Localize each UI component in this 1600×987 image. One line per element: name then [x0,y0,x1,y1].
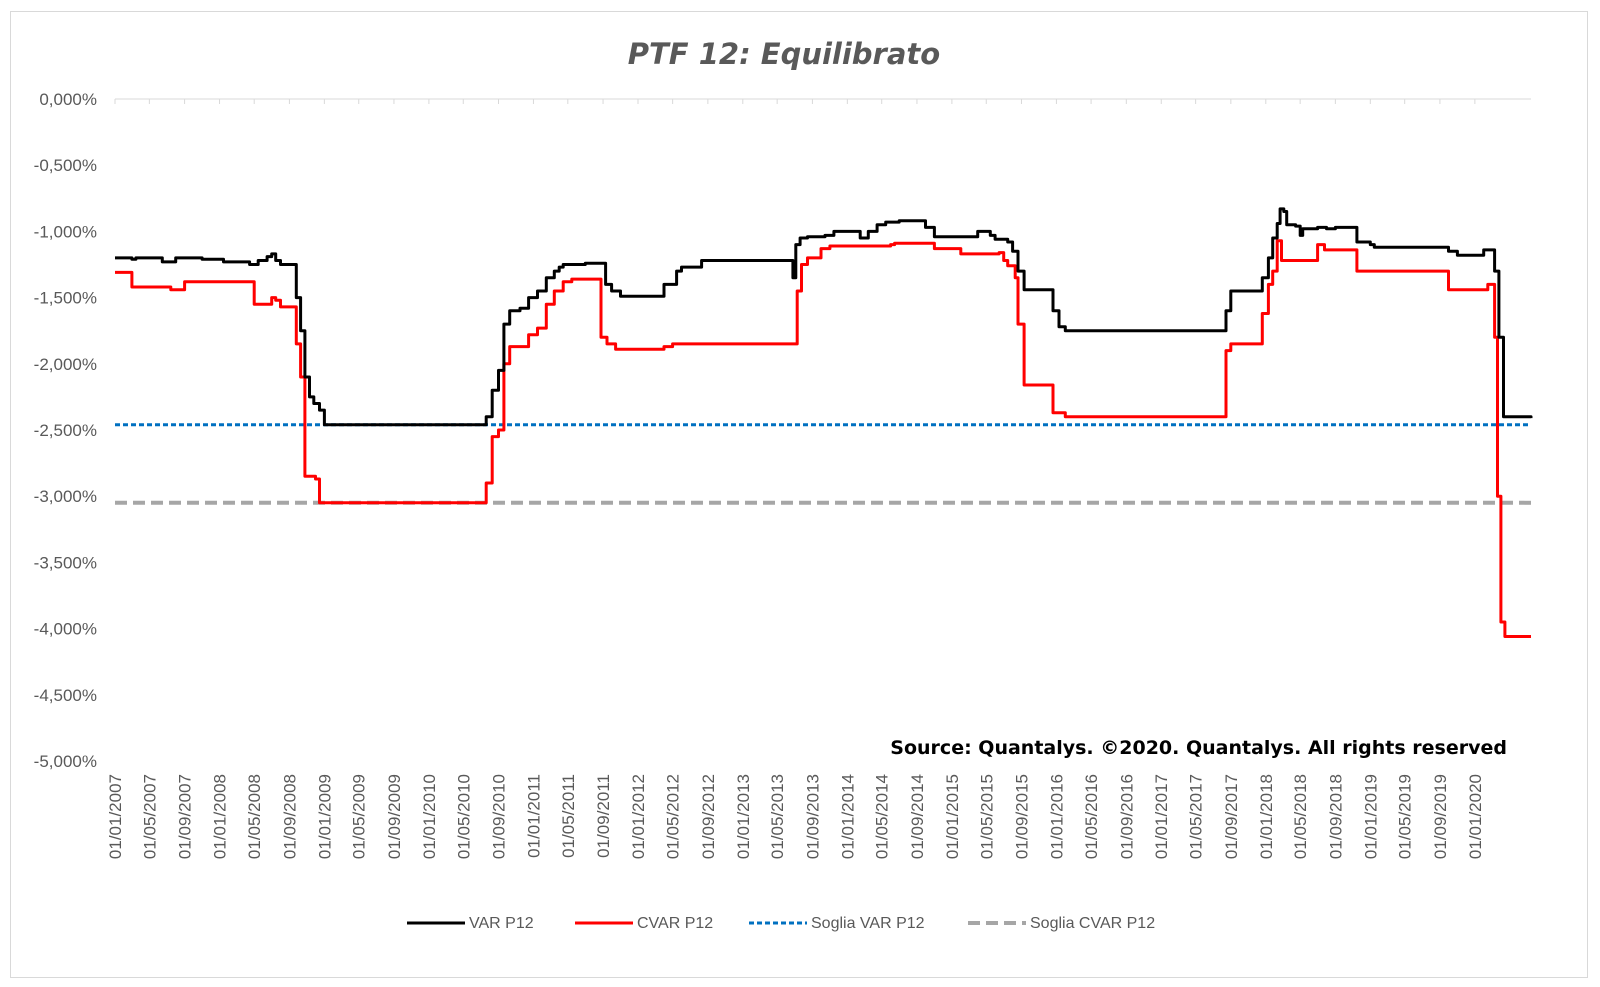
y-tick-label: -2,000% [34,355,97,374]
x-tick-label: 01/05/2015 [977,774,996,859]
legend-label-3: Soglia CVAR P12 [1030,915,1155,932]
x-tick-label: 01/05/2009 [350,774,369,859]
y-tick-label: 0,000% [39,90,97,109]
legend-label-2: Soglia VAR P12 [811,915,925,932]
source-note: Source: Quantalys. ©2020. Quantalys. All… [890,737,1507,759]
x-tick-label: 01/05/2013 [768,774,787,859]
x-tick-label: 01/09/2019 [1431,774,1450,859]
x-tick-label: 01/09/2013 [803,774,822,859]
x-tick-label: 01/05/2010 [454,774,473,859]
y-tick-label: -3,500% [34,553,97,572]
x-tick-label: 01/09/2009 [385,774,404,859]
y-axis: 0,000% -0,500% -1,000% -1,500% -2,000% -2,500… [34,90,97,771]
x-tick-label: 01/09/2016 [1117,774,1136,859]
legend-label-1: CVAR P12 [637,915,713,932]
x-tick-label: 01/09/2010 [490,774,509,859]
y-tick-label: -4,500% [34,686,97,705]
y-tick-label: -1,500% [34,289,97,308]
x-tick-label: 01/05/2017 [1187,774,1206,859]
x-tick-label: 01/01/2007 [106,774,125,859]
x-tick-label: 01/09/2008 [280,774,299,859]
x-tick-label: 01/05/2007 [140,774,159,859]
y-tick-label: -4,000% [34,620,97,639]
x-tick-label: 01/01/2020 [1466,774,1485,859]
x-tick-label: 01/05/2016 [1082,774,1101,859]
x-tick-label: 01/01/2012 [629,774,648,859]
x-tick-label: 01/05/2014 [873,774,892,859]
x-tick-label: 01/05/2019 [1396,774,1415,859]
x-tick-label: 01/01/2017 [1152,774,1171,859]
chart-frame: PTF 12: Equilibrato 0,000% -0,500% -1,000%… [10,11,1588,978]
x-tick-label: 01/01/2019 [1361,774,1380,859]
x-tick-label: 01/01/2009 [315,774,334,859]
x-axis: 01/01/2007 01/05/2007 01/09/2007 01/01/2008… [106,98,1531,859]
x-tick-label: 01/09/2007 [176,774,195,859]
x-tick-label: 01/01/2014 [838,774,857,859]
x-tick-label: 01/05/2018 [1291,774,1310,859]
x-tick-label: 01/01/2010 [420,774,439,859]
y-tick-label: -5,000% [34,752,97,771]
series-line-1 [115,239,1531,638]
x-tick-label: 01/09/2014 [908,774,927,859]
x-tick-label: 01/01/2015 [943,774,962,859]
x-tick-label: 01/09/2018 [1326,774,1345,859]
y-tick-label: -2,500% [34,421,97,440]
x-tick-label: 01/01/2013 [734,774,753,859]
x-tick-label: 01/01/2016 [1047,774,1066,859]
x-tick-label: 01/05/2012 [664,774,683,859]
legend-label-0: VAR P12 [469,915,534,932]
chart-svg: PTF 12: Equilibrato 0,000% -0,500% -1,000%… [34,37,1533,932]
x-tick-label: 01/09/2015 [1012,774,1031,859]
x-tick-label: 01/01/2011 [524,774,543,858]
x-tick-label: 01/01/2018 [1257,774,1276,859]
x-tick-label: 01/05/2008 [245,774,264,859]
y-tick-label: -3,000% [34,487,97,506]
x-tick-label: 01/09/2011 [594,774,613,858]
x-tick-label: 01/09/2017 [1222,774,1241,859]
series-layer [115,207,1533,638]
legend: VAR P12 CVAR P12 Soglia VAR P12 Soglia CVAR… [407,915,1155,932]
x-tick-label: 01/05/2011 [559,774,578,858]
series-line-0 [115,207,1533,427]
y-tick-label: -0,500% [34,156,97,175]
x-tick-label: 01/09/2012 [699,774,718,859]
x-tick-label: 01/01/2008 [211,774,230,859]
chart-title: PTF 12: Equilibrato [628,37,940,71]
y-tick-label: -1,000% [34,222,97,241]
